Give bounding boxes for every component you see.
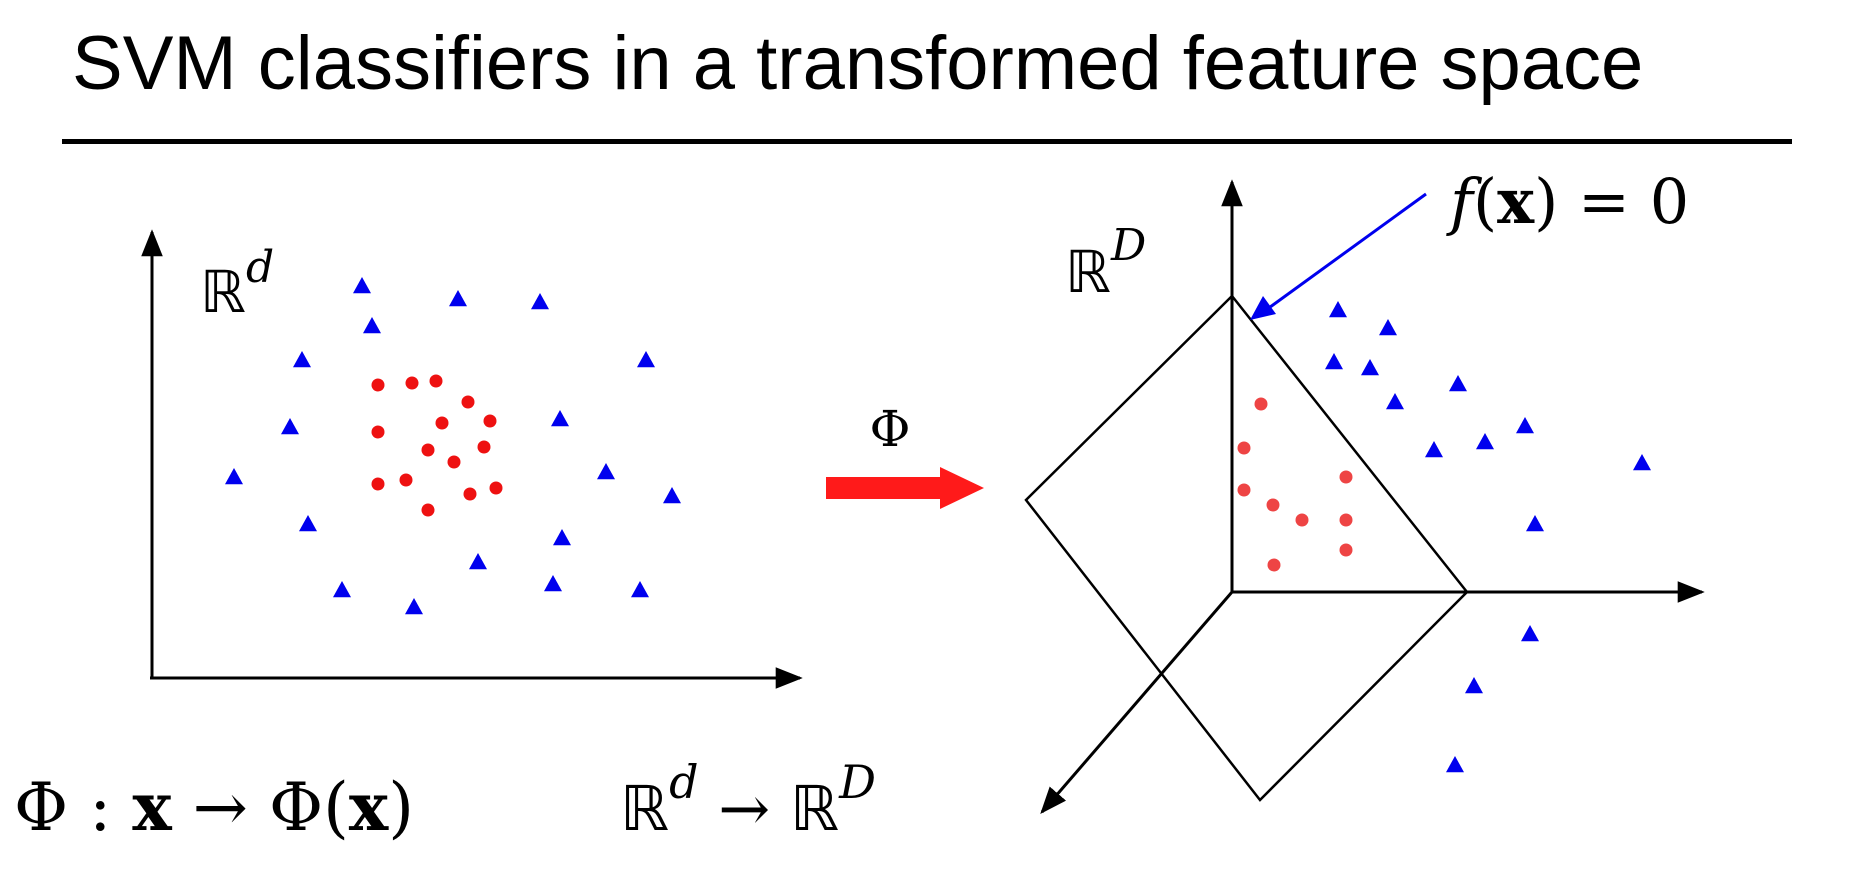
circle-marker <box>1266 498 1280 512</box>
triangle-marker <box>333 581 351 598</box>
separating-hyperplane <box>1024 294 1469 802</box>
triangle-marker <box>544 575 562 592</box>
circle-marker <box>1339 543 1353 557</box>
circle-marker <box>447 455 461 469</box>
decision-boundary-label: f(x) = 0 <box>1446 165 1689 238</box>
circle-marker <box>421 503 435 517</box>
triangle-marker <box>1449 375 1467 392</box>
triangle-marker <box>1465 677 1483 694</box>
triangle-marker <box>663 487 681 504</box>
triangle-marker <box>1633 454 1651 471</box>
left-axes <box>141 229 803 689</box>
circle-marker <box>405 376 419 390</box>
circle-marker <box>463 487 477 501</box>
triangle-marker <box>1516 417 1534 434</box>
triangle-marker <box>353 277 371 294</box>
right-axes <box>1040 179 1705 815</box>
circle-marker <box>1339 470 1353 484</box>
triangle-marker <box>281 418 299 435</box>
circle-marker <box>371 425 385 439</box>
right-negative-points <box>1237 397 1353 572</box>
boundary-pointer-arrow <box>1250 192 1427 320</box>
triangle-marker <box>225 468 243 485</box>
triangle-marker <box>293 351 311 368</box>
right-positive-points <box>1325 301 1651 773</box>
right-depth-axis <box>1040 591 1234 815</box>
triangle-marker <box>1379 319 1397 336</box>
map-symbol: Φ <box>870 400 911 458</box>
circle-marker <box>1339 513 1353 527</box>
map-arrow <box>826 467 984 509</box>
circle-marker <box>489 481 503 495</box>
circle-marker <box>371 378 385 392</box>
circle-marker <box>1254 397 1268 411</box>
triangle-marker <box>531 293 549 310</box>
circle-marker <box>435 416 449 430</box>
circle-marker <box>421 443 435 457</box>
triangle-marker <box>637 351 655 368</box>
left-space-label: ℝd <box>200 242 274 326</box>
triangle-marker <box>1526 515 1544 532</box>
triangle-marker <box>449 290 467 307</box>
left-positive-points <box>225 277 681 615</box>
triangle-marker <box>597 463 615 480</box>
page-title: SVM classifiers in a transformed feature… <box>72 21 1644 106</box>
title-divider <box>62 139 1792 144</box>
spaces-formula: ℝd → ℝD <box>620 755 876 845</box>
circle-marker <box>1237 483 1251 497</box>
triangle-marker <box>631 581 649 598</box>
triangle-marker <box>553 529 571 546</box>
triangle-marker <box>1386 393 1404 410</box>
triangle-marker <box>1329 301 1347 318</box>
triangle-marker <box>551 410 569 427</box>
circle-marker <box>461 395 475 409</box>
right-space-label: ℝD <box>1065 220 1146 306</box>
mapping-formula: Φ : x → Φ(x) <box>14 768 414 846</box>
triangle-marker <box>363 317 381 334</box>
circle-marker <box>483 414 497 428</box>
circle-marker <box>371 477 385 491</box>
triangle-marker <box>1446 756 1464 773</box>
triangle-marker <box>469 553 487 570</box>
circle-marker <box>1237 441 1251 455</box>
triangle-marker <box>405 598 423 615</box>
triangle-marker <box>1361 359 1379 376</box>
circle-marker <box>1267 558 1281 572</box>
triangle-marker <box>1476 433 1494 450</box>
triangle-marker <box>1521 625 1539 642</box>
triangle-marker <box>1425 441 1443 458</box>
circle-marker <box>429 374 443 388</box>
circle-marker <box>1295 513 1309 527</box>
triangle-marker <box>299 515 317 532</box>
left-negative-points <box>371 374 503 517</box>
circle-marker <box>477 440 491 454</box>
circle-marker <box>399 473 413 487</box>
triangle-marker <box>1325 353 1343 370</box>
